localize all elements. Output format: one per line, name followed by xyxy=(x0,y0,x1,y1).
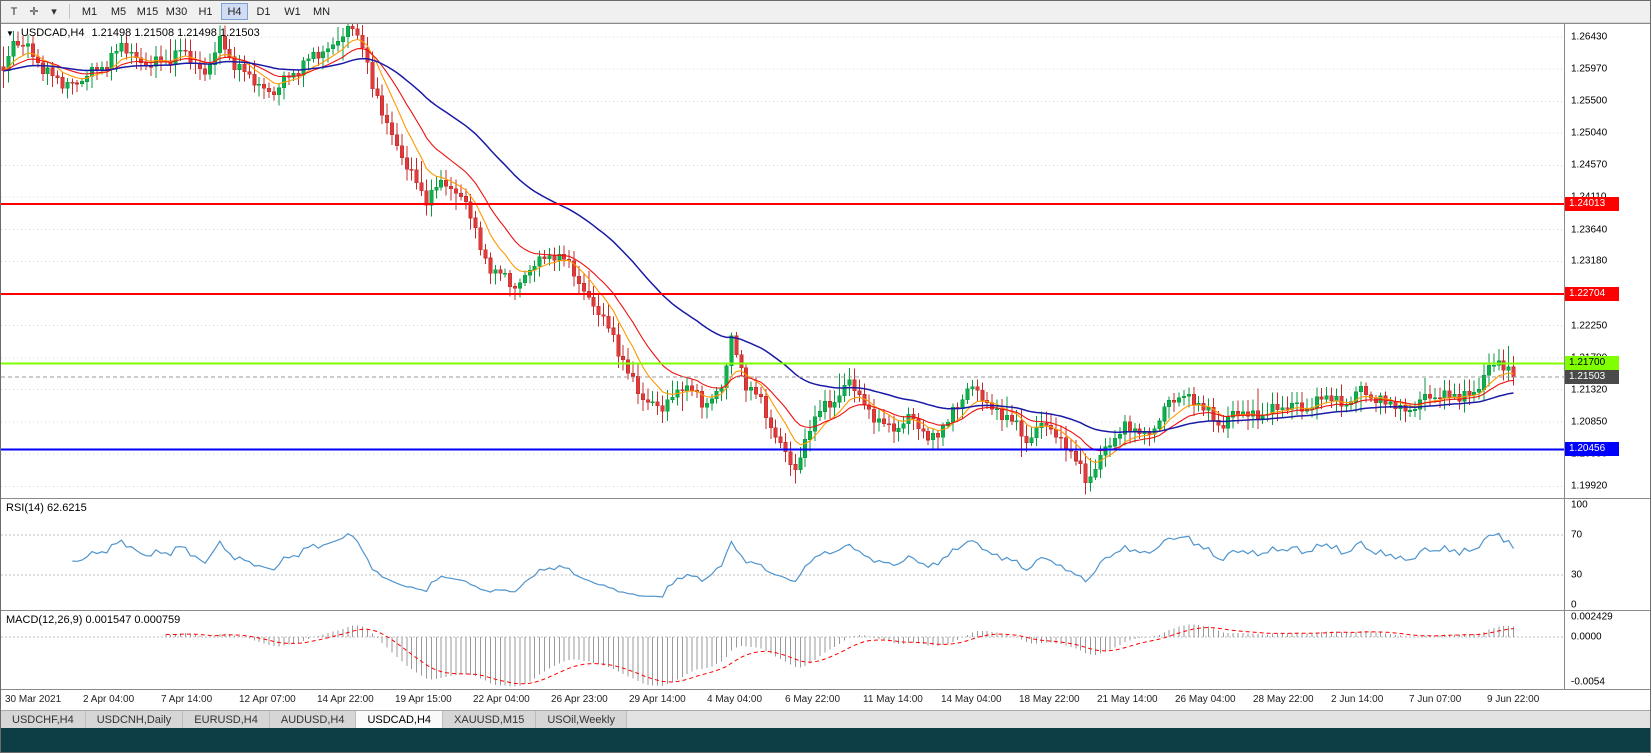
collapse-icon[interactable]: ▼ xyxy=(6,28,14,38)
current-price-badge: 1.21503 xyxy=(1565,370,1619,385)
macd-scale-label: 0.002429 xyxy=(1571,611,1613,623)
time-label: 7 Apr 14:00 xyxy=(161,694,213,705)
price-label: 1.20850 xyxy=(1571,416,1608,428)
time-axis[interactable]: 30 Mar 2021 2 Apr 04:00 7 Apr 14:00 12 Apr … xyxy=(1,689,1650,711)
tab-usdchf-h4[interactable]: USDCHF,H4 xyxy=(1,711,86,728)
time-label: 14 May 04:00 xyxy=(941,694,1002,705)
price-label: 1.25970 xyxy=(1571,63,1608,75)
macd-pane[interactable]: MACD(12,26,9) 0.001547 0.000759 xyxy=(1,610,1564,689)
time-label: 12 Apr 07:00 xyxy=(239,694,296,705)
rsi-canvas[interactable] xyxy=(1,499,1564,610)
timeframe-button-m30[interactable]: M30 xyxy=(163,3,190,20)
window-bottom-strip xyxy=(1,728,1650,752)
price-label: 1.23640 xyxy=(1571,224,1608,236)
time-label: 2 Jun 14:00 xyxy=(1331,694,1384,705)
timeframe-button-m5[interactable]: M5 xyxy=(105,3,132,20)
timeframe-buttons: M1 M5 M15 M30 H1 H4 D1 W1 MN xyxy=(75,3,336,20)
macd-scale-label: -0.0054 xyxy=(1571,676,1605,688)
time-label: 26 May 04:00 xyxy=(1175,694,1236,705)
price-label: 1.25500 xyxy=(1571,95,1608,107)
dropdown-arrow-icon[interactable]: ▾ xyxy=(44,3,64,21)
tab-usdcad-h4[interactable]: USDCAD,H4 xyxy=(356,711,444,728)
price-chart-canvas[interactable] xyxy=(1,24,1564,498)
rsi-label: RSI(14) 62.6215 xyxy=(6,502,87,514)
time-label: 14 Apr 22:00 xyxy=(317,694,374,705)
price-label: 1.21320 xyxy=(1571,384,1608,396)
price-label: 1.19920 xyxy=(1571,480,1608,492)
price-label: 1.23180 xyxy=(1571,255,1608,267)
time-label: 29 Apr 14:00 xyxy=(629,694,686,705)
time-label: 30 Mar 2021 xyxy=(5,694,62,705)
time-label: 22 Apr 04:00 xyxy=(473,694,530,705)
timeframe-button-d1[interactable]: D1 xyxy=(250,3,277,20)
price-label: 1.24570 xyxy=(1571,159,1608,171)
time-label: 19 Apr 15:00 xyxy=(395,694,452,705)
price-chart-pane[interactable]: ▼ USDCAD,H4 1.21498 1.21508 1.21498 1.21… xyxy=(1,24,1564,498)
crosshair-tool-icon[interactable]: ✛ xyxy=(24,3,44,21)
timeframe-button-m1[interactable]: M1 xyxy=(76,3,103,20)
toolbar-separator xyxy=(69,4,70,19)
time-label: 7 Jun 07:00 xyxy=(1409,694,1462,705)
toolbar-icons: T ✛ ▾ xyxy=(4,3,64,21)
chart-title: ▼ USDCAD,H4 1.21498 1.21508 1.21498 1.21… xyxy=(6,27,260,39)
symbol-title: USDCAD,H4 xyxy=(20,27,85,39)
hline-price-badge: 1.20456 xyxy=(1565,442,1619,457)
templates-icon[interactable]: T xyxy=(4,3,24,21)
time-label: 21 May 14:00 xyxy=(1097,694,1158,705)
time-label: 4 May 04:00 xyxy=(707,694,763,705)
time-label: 11 May 14:00 xyxy=(863,694,923,705)
time-label: 18 May 22:00 xyxy=(1019,694,1080,705)
tab-usoil-weekly[interactable]: USOil,Weekly xyxy=(536,711,627,728)
tab-audusd-h4[interactable]: AUDUSD,H4 xyxy=(269,711,357,728)
tab-usdcnh-daily[interactable]: USDCNH,Daily xyxy=(85,711,184,728)
macd-canvas[interactable] xyxy=(1,611,1564,689)
hline-price-badge: 1.22704 xyxy=(1565,287,1619,302)
toolbar: T ✛ ▾ M1 M5 M15 M30 H1 H4 D1 W1 MN xyxy=(1,1,1650,23)
macd-scale-label: 0.0000 xyxy=(1571,631,1602,643)
rsi-scale-label: 70 xyxy=(1571,529,1583,541)
tab-eurusd-h4[interactable]: EURUSD,H4 xyxy=(183,711,270,728)
price-label: 1.22250 xyxy=(1571,320,1608,331)
timeframe-button-h4[interactable]: H4 xyxy=(221,3,248,20)
timeframe-button-m15[interactable]: M15 xyxy=(134,3,161,20)
rsi-scale-label: 0 xyxy=(1571,599,1577,611)
time-label: 26 Apr 23:00 xyxy=(551,694,608,705)
chart-window: ▼ USDCAD,H4 1.21498 1.21508 1.21498 1.21… xyxy=(1,23,1650,711)
hline-price-badge: 1.24013 xyxy=(1565,196,1619,211)
rsi-axis[interactable]: 100 70 30 0 xyxy=(1564,498,1650,611)
macd-label: MACD(12,26,9) 0.001547 0.000759 xyxy=(6,614,181,626)
timeframe-button-w1[interactable]: W1 xyxy=(279,3,306,20)
macd-axis[interactable]: 0.002429 0.0000 -0.0054 xyxy=(1564,610,1650,689)
time-label: 6 May 22:00 xyxy=(785,694,841,705)
price-label: 1.25040 xyxy=(1571,127,1608,139)
time-label: 9 Jun 22:00 xyxy=(1487,694,1540,705)
chart-tab-bar: USDCHF,H4 USDCNH,Daily EURUSD,H4 AUDUSD,H4 U… xyxy=(1,710,1650,728)
timeframe-button-h1[interactable]: H1 xyxy=(192,3,219,20)
ohlc-values: 1.21498 1.21508 1.21498 1.21503 xyxy=(91,27,260,39)
price-label: 1.26430 xyxy=(1571,31,1608,43)
rsi-scale-label: 30 xyxy=(1571,569,1583,581)
hline-price-badge: 1.21700 xyxy=(1565,356,1619,371)
price-axis[interactable]: 1.264301.259701.255001.250401.245701.241… xyxy=(1564,24,1650,498)
timeframe-button-mn[interactable]: MN xyxy=(308,3,335,20)
rsi-scale-label: 100 xyxy=(1571,499,1588,511)
time-label: 2 Apr 04:00 xyxy=(83,694,135,705)
tab-xauusd-m15[interactable]: XAUUSD,M15 xyxy=(443,711,537,728)
rsi-pane[interactable]: RSI(14) 62.6215 xyxy=(1,498,1564,610)
time-label: 28 May 22:00 xyxy=(1253,694,1314,705)
